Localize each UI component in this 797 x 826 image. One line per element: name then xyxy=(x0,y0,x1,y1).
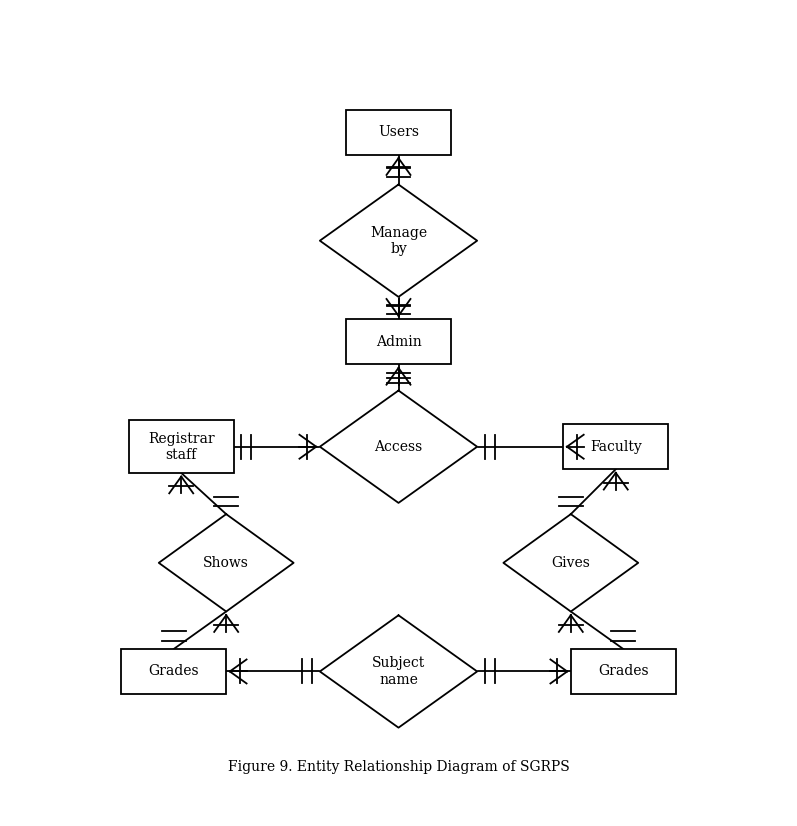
Text: Registrar
staff: Registrar staff xyxy=(148,432,214,462)
Text: Figure 9. Entity Relationship Diagram of SGRPS: Figure 9. Entity Relationship Diagram of… xyxy=(228,760,569,774)
FancyBboxPatch shape xyxy=(571,649,676,694)
Polygon shape xyxy=(320,184,477,297)
Text: Users: Users xyxy=(378,125,419,139)
Text: Admin: Admin xyxy=(375,335,422,349)
FancyBboxPatch shape xyxy=(346,320,451,364)
FancyBboxPatch shape xyxy=(346,110,451,154)
Text: Manage
by: Manage by xyxy=(370,225,427,256)
Polygon shape xyxy=(159,514,293,611)
Polygon shape xyxy=(320,615,477,728)
Text: Grades: Grades xyxy=(598,664,649,678)
FancyBboxPatch shape xyxy=(563,425,668,469)
Text: Grades: Grades xyxy=(148,664,199,678)
Text: Gives: Gives xyxy=(552,556,591,570)
Polygon shape xyxy=(320,391,477,503)
Polygon shape xyxy=(504,514,638,611)
FancyBboxPatch shape xyxy=(121,649,226,694)
Text: Faculty: Faculty xyxy=(590,439,642,453)
Text: Shows: Shows xyxy=(203,556,249,570)
Text: Subject
name: Subject name xyxy=(372,657,425,686)
Text: Access: Access xyxy=(375,439,422,453)
FancyBboxPatch shape xyxy=(129,420,234,473)
